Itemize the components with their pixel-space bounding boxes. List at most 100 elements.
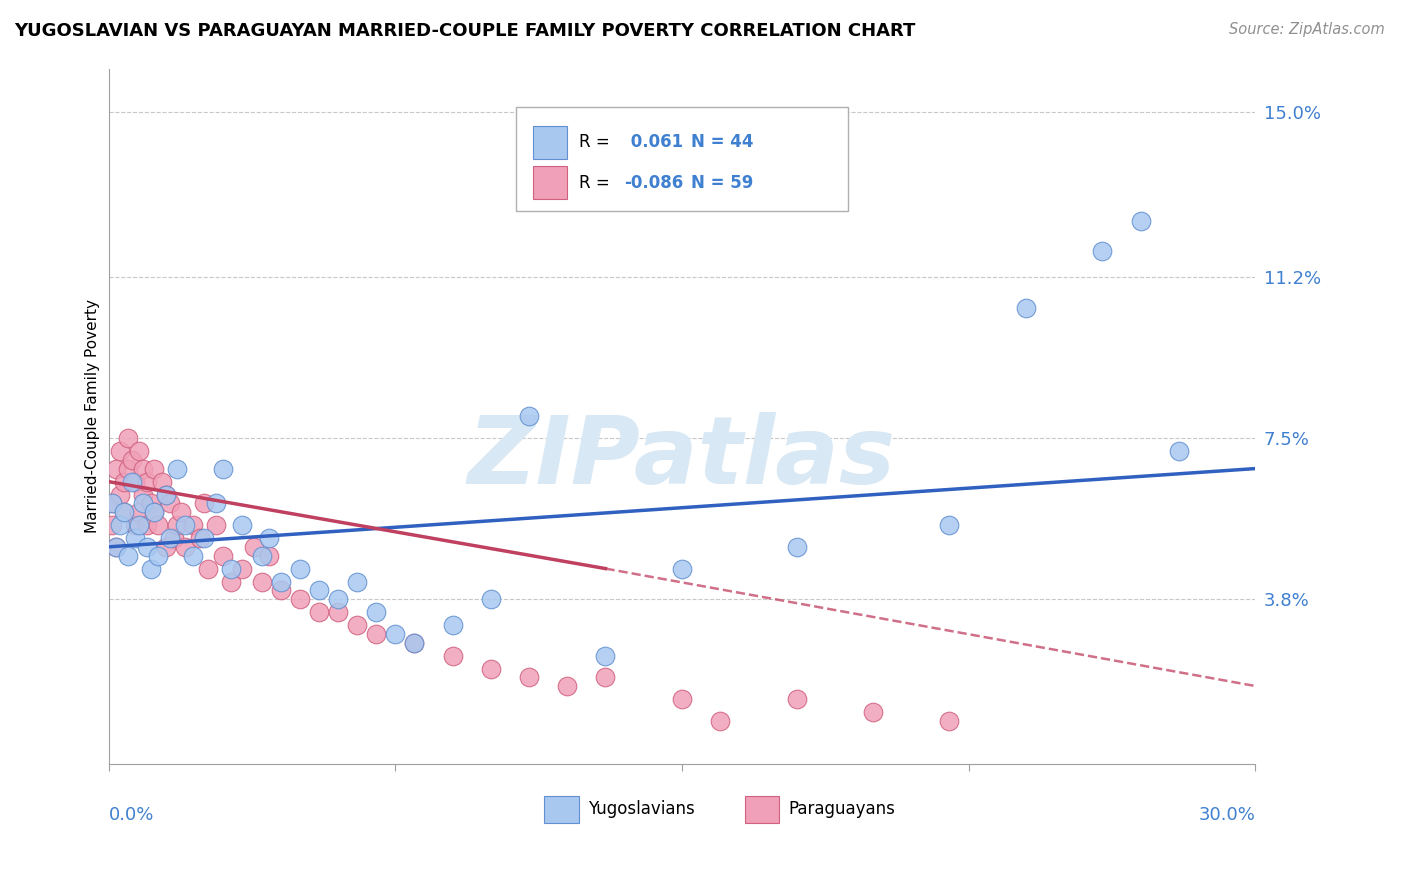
Point xyxy=(193,531,215,545)
FancyBboxPatch shape xyxy=(516,107,848,211)
FancyBboxPatch shape xyxy=(533,126,567,159)
Text: N = 59: N = 59 xyxy=(692,174,754,192)
Point xyxy=(250,549,273,563)
Point xyxy=(108,488,131,502)
Point xyxy=(174,540,197,554)
Text: R =: R = xyxy=(579,133,609,152)
Point xyxy=(108,518,131,533)
Point xyxy=(124,475,146,489)
Point xyxy=(231,561,253,575)
Point xyxy=(143,505,166,519)
Point xyxy=(128,505,150,519)
Point xyxy=(124,531,146,545)
Point xyxy=(938,518,960,533)
Text: Yugoslavians: Yugoslavians xyxy=(588,800,695,819)
Point xyxy=(135,518,157,533)
Point xyxy=(212,549,235,563)
Point xyxy=(132,461,155,475)
Point xyxy=(112,505,135,519)
Point xyxy=(1091,244,1114,259)
Point xyxy=(174,518,197,533)
Point xyxy=(346,574,368,589)
Point xyxy=(108,444,131,458)
Point xyxy=(181,518,204,533)
Point xyxy=(193,496,215,510)
Point xyxy=(132,496,155,510)
Point xyxy=(159,496,181,510)
Point xyxy=(257,549,280,563)
Point xyxy=(862,705,884,719)
Point xyxy=(786,692,808,706)
Point xyxy=(166,518,188,533)
Point xyxy=(479,592,502,607)
Point xyxy=(117,461,139,475)
Point xyxy=(555,679,578,693)
FancyBboxPatch shape xyxy=(533,166,567,199)
Point xyxy=(219,574,242,589)
Text: Source: ZipAtlas.com: Source: ZipAtlas.com xyxy=(1229,22,1385,37)
Point xyxy=(101,496,124,510)
Point xyxy=(155,488,177,502)
Point xyxy=(128,518,150,533)
Point xyxy=(517,670,540,684)
Point xyxy=(595,670,617,684)
Point xyxy=(204,496,226,510)
Text: ZIPatlas: ZIPatlas xyxy=(468,412,896,504)
Point xyxy=(170,505,193,519)
Point xyxy=(366,605,388,619)
Point xyxy=(143,505,166,519)
Point xyxy=(441,618,464,632)
Point xyxy=(190,531,212,545)
Point xyxy=(709,714,731,728)
Point xyxy=(404,635,426,649)
Point xyxy=(117,549,139,563)
Point xyxy=(143,461,166,475)
Point xyxy=(1015,301,1038,315)
Point xyxy=(112,505,135,519)
Point xyxy=(117,431,139,445)
Point xyxy=(308,605,330,619)
Point xyxy=(101,518,124,533)
Point xyxy=(124,518,146,533)
Point xyxy=(155,540,177,554)
Point xyxy=(671,692,693,706)
Point xyxy=(288,592,311,607)
Point xyxy=(181,549,204,563)
Point xyxy=(326,605,349,619)
FancyBboxPatch shape xyxy=(745,796,779,823)
Point xyxy=(139,496,162,510)
Y-axis label: Married-Couple Family Poverty: Married-Couple Family Poverty xyxy=(86,300,100,533)
Text: N = 44: N = 44 xyxy=(692,133,754,152)
Point xyxy=(250,574,273,589)
Point xyxy=(270,583,292,598)
Point xyxy=(139,561,162,575)
Text: 0.0%: 0.0% xyxy=(108,806,155,824)
Point xyxy=(786,540,808,554)
Point xyxy=(257,531,280,545)
Text: -0.086: -0.086 xyxy=(624,174,683,192)
Point xyxy=(101,496,124,510)
Point xyxy=(231,518,253,533)
Point xyxy=(517,409,540,424)
Point xyxy=(479,662,502,676)
Point xyxy=(128,444,150,458)
Point xyxy=(166,461,188,475)
FancyBboxPatch shape xyxy=(544,796,579,823)
Point xyxy=(671,561,693,575)
Point xyxy=(1167,444,1189,458)
Text: 30.0%: 30.0% xyxy=(1198,806,1256,824)
Text: 0.061: 0.061 xyxy=(624,133,683,152)
Point xyxy=(308,583,330,598)
Point xyxy=(346,618,368,632)
Point xyxy=(595,648,617,663)
Point xyxy=(135,540,157,554)
Point xyxy=(105,461,128,475)
Point xyxy=(105,540,128,554)
Point xyxy=(243,540,266,554)
Point xyxy=(288,561,311,575)
Point xyxy=(135,475,157,489)
Point xyxy=(148,549,170,563)
Point xyxy=(270,574,292,589)
Point xyxy=(212,461,235,475)
Point xyxy=(148,518,170,533)
